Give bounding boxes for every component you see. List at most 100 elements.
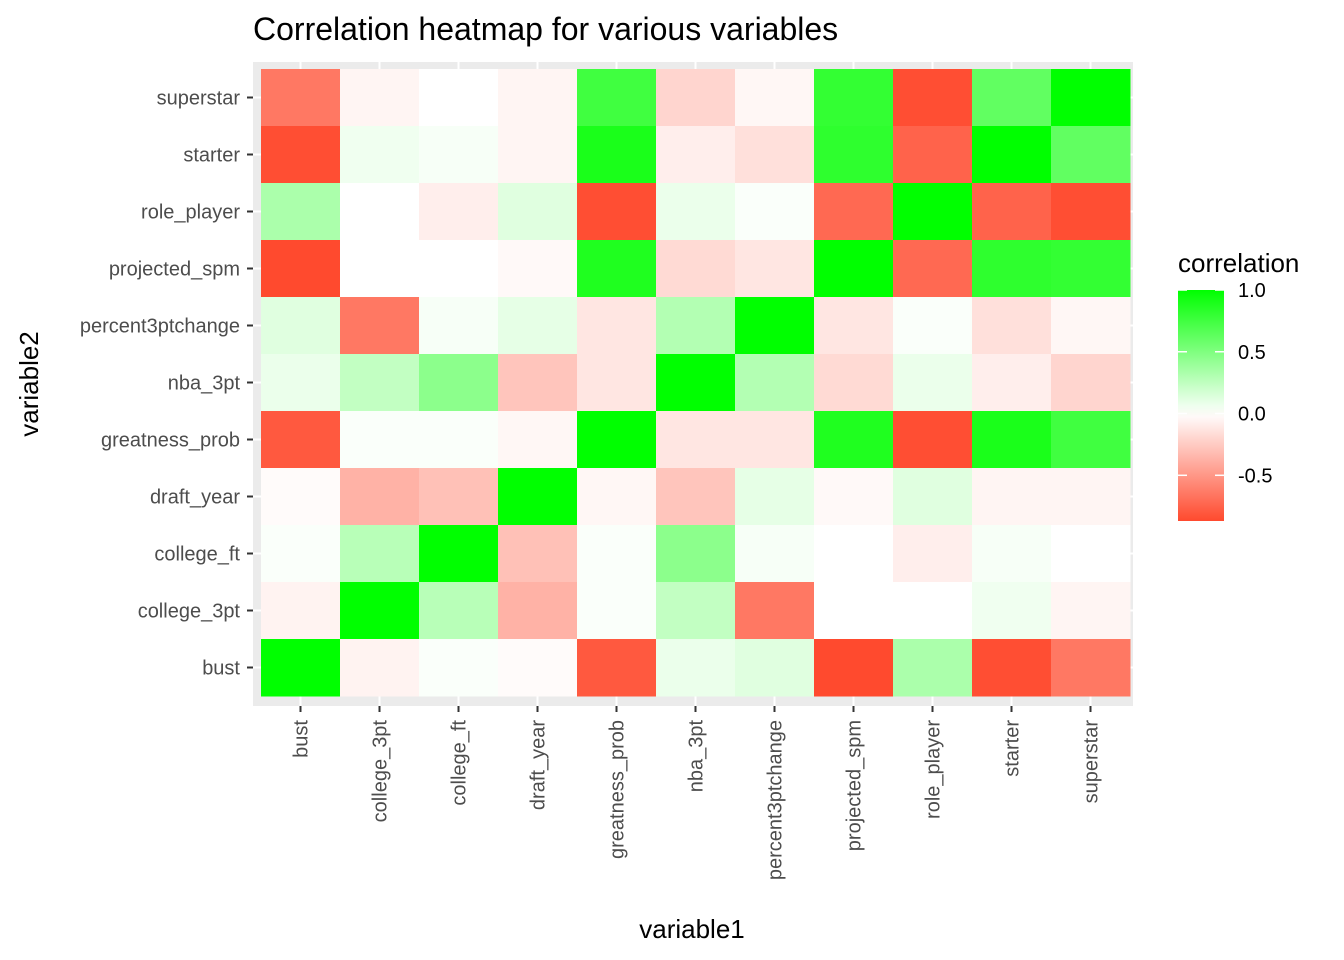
x-tick-label-starter: starter	[1002, 720, 1024, 777]
heatmap-cell-percent3ptchange-starter	[735, 126, 815, 184]
heatmap-cell-projected_spm-college_ft	[814, 525, 894, 583]
heatmap-cell-bust-projected_spm	[261, 240, 341, 298]
heatmap-cell-role_player-percent3ptchange	[893, 297, 973, 355]
y-tick-label-percent3ptchange: percent3ptchange	[80, 316, 240, 338]
heatmap-cell-draft_year-bust	[498, 639, 578, 697]
heatmap-cell-projected_spm-bust	[814, 639, 894, 697]
x-tick-label-bust: bust	[291, 720, 313, 758]
heatmap-cell-percent3ptchange-greatness_prob	[735, 411, 815, 469]
x-tick-label-greatness_prob: greatness_prob	[607, 720, 629, 859]
legend-colorbar	[1178, 290, 1224, 521]
heatmap-cell-role_player-starter	[893, 126, 973, 184]
heatmap-cell-superstar-draft_year	[1051, 468, 1131, 526]
heatmap-cell-nba_3pt-draft_year	[656, 468, 736, 526]
y-axis-title: variable2	[14, 331, 44, 437]
heatmap-cell-greatness_prob-draft_year	[577, 468, 657, 526]
heatmap-cell-college_3pt-college_ft	[340, 525, 420, 583]
y-tick-label-role_player: role_player	[141, 202, 240, 224]
heatmap-cell-projected_spm-percent3ptchange	[814, 297, 894, 355]
heatmap-cell-projected_spm-draft_year	[814, 468, 894, 526]
heatmap-cell-nba_3pt-college_3pt	[656, 582, 736, 640]
legend-tick-label: 1.0	[1238, 280, 1266, 302]
heatmap-cell-college_3pt-college_3pt	[340, 582, 420, 640]
heatmap-cell-college_ft-role_player	[419, 183, 499, 241]
y-tick-label-greatness_prob: greatness_prob	[101, 430, 240, 452]
heatmap-cell-draft_year-college_ft	[498, 525, 578, 583]
legend-title: correlation	[1178, 248, 1299, 278]
heatmap-cell-nba_3pt-greatness_prob	[656, 411, 736, 469]
heatmap-cell-college_3pt-greatness_prob	[340, 411, 420, 469]
heatmap-cell-bust-role_player	[261, 183, 341, 241]
y-tick-label-bust: bust	[202, 658, 240, 680]
heatmap-cell-role_player-projected_spm	[893, 240, 973, 298]
heatmap-cell-starter-greatness_prob	[972, 411, 1052, 469]
x-axis: bust college_3pt college_ft draft_year great…	[291, 706, 1103, 880]
legend-tick-label: -0.5	[1238, 465, 1272, 487]
heatmap-cell-college_ft-greatness_prob	[419, 411, 499, 469]
x-tick-label-draft_year: draft_year	[528, 720, 550, 810]
heatmap-cell-greatness_prob-greatness_prob	[577, 411, 657, 469]
x-tick-label-college_ft: college_ft	[449, 720, 471, 806]
heatmap-cell-superstar-college_3pt	[1051, 582, 1131, 640]
heatmap-cell-nba_3pt-role_player	[656, 183, 736, 241]
heatmap-cell-projected_spm-starter	[814, 126, 894, 184]
heatmap-cell-projected_spm-greatness_prob	[814, 411, 894, 469]
heatmap-cell-starter-role_player	[972, 183, 1052, 241]
heatmap-cell-college_ft-superstar	[419, 69, 499, 127]
y-tick-label-draft_year: draft_year	[150, 487, 240, 509]
heatmap-cell-starter-draft_year	[972, 468, 1052, 526]
heatmap-cell-nba_3pt-superstar	[656, 69, 736, 127]
heatmap-cell-college_ft-college_ft	[419, 525, 499, 583]
heatmap-cell-role_player-nba_3pt	[893, 354, 973, 412]
y-tick-label-college_3pt: college_3pt	[138, 601, 241, 623]
heatmap-cell-nba_3pt-projected_spm	[656, 240, 736, 298]
heatmap-cell-percent3ptchange-nba_3pt	[735, 354, 815, 412]
heatmap-cell-starter-nba_3pt	[972, 354, 1052, 412]
heatmap-cell-superstar-starter	[1051, 126, 1131, 184]
y-tick-label-starter: starter	[183, 145, 240, 167]
heatmap-cell-starter-starter	[972, 126, 1052, 184]
heatmap-cell-superstar-nba_3pt	[1051, 354, 1131, 412]
heatmap-cell-greatness_prob-percent3ptchange	[577, 297, 657, 355]
heatmap-cell-greatness_prob-superstar	[577, 69, 657, 127]
heatmap-cell-projected_spm-college_3pt	[814, 582, 894, 640]
heatmap-cell-superstar-superstar	[1051, 69, 1131, 127]
heatmap-cell-college_3pt-bust	[340, 639, 420, 697]
heatmap-cell-college_3pt-percent3ptchange	[340, 297, 420, 355]
heatmap-cell-percent3ptchange-college_3pt	[735, 582, 815, 640]
heatmap-cell-bust-percent3ptchange	[261, 297, 341, 355]
heatmap-cell-role_player-bust	[893, 639, 973, 697]
heatmap-cell-bust-nba_3pt	[261, 354, 341, 412]
heatmap-cell-superstar-college_ft	[1051, 525, 1131, 583]
heatmap-cell-superstar-greatness_prob	[1051, 411, 1131, 469]
heatmap-cell-starter-bust	[972, 639, 1052, 697]
heatmap-cell-college_ft-percent3ptchange	[419, 297, 499, 355]
heatmap-cell-starter-percent3ptchange	[972, 297, 1052, 355]
heatmap-cell-percent3ptchange-bust	[735, 639, 815, 697]
heatmap-cell-nba_3pt-college_ft	[656, 525, 736, 583]
heatmap-cell-draft_year-draft_year	[498, 468, 578, 526]
heatmap-cell-greatness_prob-starter	[577, 126, 657, 184]
heatmap-cell-draft_year-nba_3pt	[498, 354, 578, 412]
heatmap-cell-role_player-greatness_prob	[893, 411, 973, 469]
heatmap-cell-college_ft-draft_year	[419, 468, 499, 526]
color-legend: correlation 1.0 0.5 0.0 -0.5	[1178, 248, 1299, 521]
heatmap-cell-superstar-role_player	[1051, 183, 1131, 241]
heatmap-cell-bust-college_ft	[261, 525, 341, 583]
heatmap-cell-percent3ptchange-draft_year	[735, 468, 815, 526]
heatmap-cell-superstar-bust	[1051, 639, 1131, 697]
legend-tick-label: 0.5	[1238, 342, 1266, 364]
heatmap-cell-greatness_prob-projected_spm	[577, 240, 657, 298]
heatmap-cell-role_player-role_player	[893, 183, 973, 241]
heatmap-cell-percent3ptchange-superstar	[735, 69, 815, 127]
heatmap-cell-draft_year-role_player	[498, 183, 578, 241]
heatmap-cell-greatness_prob-college_ft	[577, 525, 657, 583]
heatmap-cell-superstar-projected_spm	[1051, 240, 1131, 298]
heatmap-cell-draft_year-projected_spm	[498, 240, 578, 298]
plot-panel	[253, 62, 1133, 706]
heatmap-cell-role_player-college_ft	[893, 525, 973, 583]
heatmap-cell-percent3ptchange-percent3ptchange	[735, 297, 815, 355]
legend-tick-label: 0.0	[1238, 404, 1266, 426]
heatmap-cell-role_player-draft_year	[893, 468, 973, 526]
heatmap-cell-college_ft-projected_spm	[419, 240, 499, 298]
